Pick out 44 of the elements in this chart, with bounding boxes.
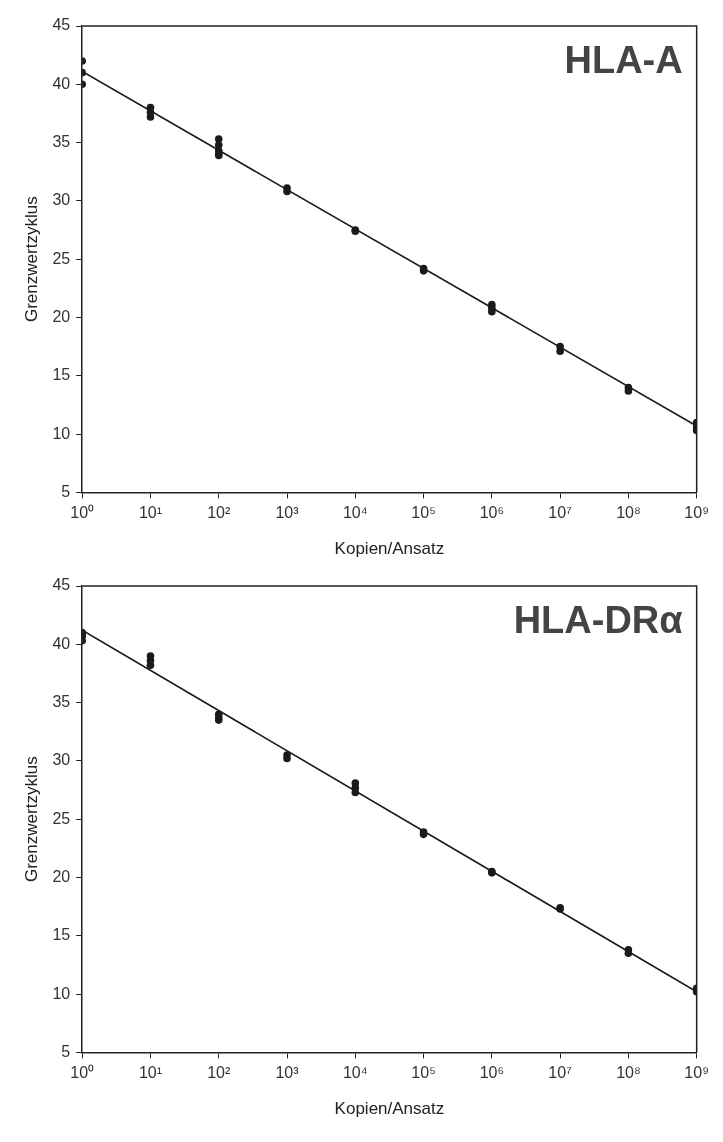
x-axis-title: Kopien/Ansatz bbox=[334, 539, 445, 559]
y-tick-label: 30 bbox=[52, 751, 71, 769]
y-tick-label: 35 bbox=[52, 133, 71, 151]
y-tick-label: 35 bbox=[52, 693, 71, 711]
y-tick-label: 40 bbox=[52, 74, 71, 92]
x-tick-label: 10⁷ bbox=[548, 1064, 573, 1082]
x-tick-label: 10² bbox=[207, 504, 231, 522]
x-tick-label: 10⁵ bbox=[411, 1064, 436, 1082]
x-tick-label: 10⁹ bbox=[684, 504, 709, 522]
x-tick-label: 10⁵ bbox=[411, 504, 436, 522]
x-tick-label: 10³ bbox=[275, 1064, 300, 1082]
x-tick-label: 10⁴ bbox=[342, 504, 368, 522]
x-tick-label: 10⁶ bbox=[479, 504, 505, 522]
y-tick-label: 15 bbox=[52, 366, 71, 384]
y-tick-label: 15 bbox=[52, 926, 71, 944]
y-tick-label: 20 bbox=[52, 867, 71, 885]
x-tick-label: 10² bbox=[207, 1064, 231, 1082]
y-tick-label: 20 bbox=[52, 307, 71, 325]
chart-title: HLA-DRα bbox=[513, 599, 683, 642]
y-tick-label: 5 bbox=[61, 1042, 71, 1060]
y-tick-label: 45 bbox=[52, 576, 71, 594]
x-tick-label: 10⁸ bbox=[616, 504, 641, 522]
x-tick-label: 10⁰ bbox=[70, 504, 95, 522]
y-tick-label: 45 bbox=[52, 16, 71, 34]
x-tick-label: 10⁹ bbox=[684, 1064, 709, 1082]
x-tick-label: 10³ bbox=[275, 504, 300, 522]
x-tick-label: 10⁶ bbox=[479, 1064, 505, 1082]
x-tick-label: 10¹ bbox=[138, 504, 163, 522]
y-tick-label: 40 bbox=[52, 634, 71, 652]
x-axis-title: Kopien/Ansatz bbox=[334, 1099, 445, 1119]
y-tick-label: 30 bbox=[52, 191, 71, 209]
x-tick-label: 10¹ bbox=[138, 1064, 163, 1082]
y-tick-label: 10 bbox=[52, 984, 71, 1002]
y-tick-label: 25 bbox=[52, 249, 71, 267]
y-tick-label: 25 bbox=[52, 809, 71, 827]
y-axis-title: Grenzwertzyklus bbox=[21, 756, 41, 883]
x-tick-label: 10⁷ bbox=[548, 504, 573, 522]
x-tick-label: 10⁴ bbox=[342, 1064, 368, 1082]
y-axis-title: Grenzwertzyklus bbox=[21, 196, 41, 323]
x-tick-label: 10⁸ bbox=[616, 1064, 641, 1082]
y-tick-label: 5 bbox=[61, 482, 71, 500]
chart-title: HLA-A bbox=[564, 39, 683, 82]
x-tick-label: 10⁰ bbox=[70, 1064, 95, 1082]
y-tick-label: 10 bbox=[52, 424, 71, 442]
